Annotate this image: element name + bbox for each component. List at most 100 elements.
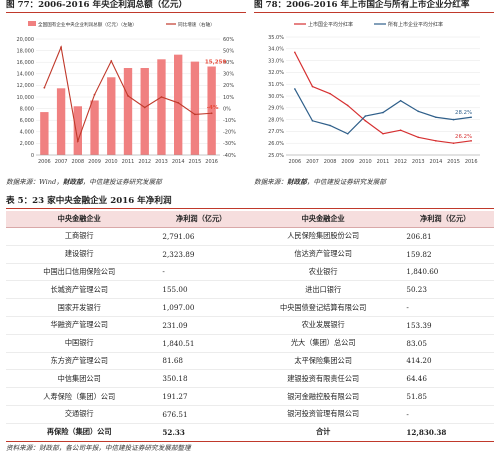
figure-77-source-label: 数据来源： — [6, 178, 39, 186]
y-tick-right: 50% — [223, 48, 234, 54]
x-tick: 2011 — [377, 159, 390, 165]
profit-cell: 2,791.06 — [152, 227, 250, 246]
all-line-point — [417, 110, 420, 113]
x-tick: 2010 — [359, 159, 372, 165]
table-row: 中国银行 1,840.51 光大（集团）总公司 83.05 — [6, 334, 494, 353]
figure-78-source-label: 数据来源： — [254, 178, 287, 186]
x-tick: 2007 — [306, 159, 319, 165]
annotation-soe: 26.2% — [455, 134, 472, 140]
table-row: 人寿保险（集团）公司 191.27 银河金融控股有限公司 51.85 — [6, 387, 494, 406]
x-tick: 2012 — [394, 159, 407, 165]
table-5: 表 5：23 家中央金融企业 2016 年净利润 中央金融企业 净利润（亿元） … — [6, 196, 494, 453]
y-tick: 29.0% — [268, 106, 284, 112]
bar — [90, 100, 99, 155]
y-tick-left: 4,000 — [20, 130, 34, 136]
x-tick: 2011 — [122, 159, 135, 165]
profit-cell: 155.00 — [152, 280, 250, 300]
soe-line-point — [294, 51, 296, 54]
x-tick: 2014 — [172, 159, 185, 165]
soe-line-point — [435, 140, 437, 142]
table-row: 交通银行 676.51 银河投资管理有限公司 - — [6, 405, 494, 424]
chart77-legend: 全国国有企业中央企业利润总额（亿元）（左轴） 同比增速（右轴） — [28, 21, 215, 28]
table-row: 中信集团公司 350.18 建银投资有限责任公司 64.46 — [6, 369, 494, 389]
x-tick: 2009 — [341, 159, 354, 165]
company-cell: 东方资产管理公司 — [6, 352, 153, 371]
y-tick-left: 6,000 — [20, 118, 34, 124]
bar — [107, 77, 116, 155]
company-cell: 长城资产管理公司 — [6, 280, 153, 300]
y-tick: 25.0% — [268, 153, 284, 159]
company-cell: 人民保险集团股份公司 — [249, 227, 397, 246]
profit-cell: 2,323.89 — [152, 245, 250, 264]
y-tick-right: -40% — [223, 153, 236, 159]
x-tick: 2010 — [105, 159, 118, 165]
figure-78-title: 图 78：2006-2016 年上市国企与所有上市企业分红率 — [254, 0, 494, 13]
company-cell: 国家开发银行 — [6, 298, 153, 317]
figure-78-source-tail: ，中信建投证券研究发展部 — [306, 178, 386, 186]
company-cell: 建设银行 — [6, 245, 153, 264]
legend-label-growth: 同比增速（右轴） — [178, 21, 215, 28]
x-tick: 2012 — [138, 159, 151, 165]
profit-cell: 159.82 — [396, 245, 494, 264]
figure-77-source-bold: 财政部 — [62, 178, 83, 186]
company-cell: 建银投资有限责任公司 — [249, 369, 397, 389]
table-row: 长城资产管理公司 155.00 进出口银行 50.23 — [6, 280, 494, 300]
all-line — [294, 88, 472, 135]
figure-77-title: 图 77：2006-2016 年央企利润总额（亿元） — [6, 0, 246, 13]
y-tick: 31.0% — [268, 82, 284, 88]
bar — [40, 112, 49, 155]
figure-78: 图 78：2006-2016 年上市国企与所有上市企业分红率 上市国企平均分红率… — [254, 0, 494, 187]
bar — [190, 61, 200, 156]
y-tick-right: 30% — [223, 72, 234, 78]
y-tick-right: 60% — [223, 37, 234, 43]
figure-78-source-bold: 财政部 — [286, 178, 307, 186]
table-body: 工商银行 2,791.06 人民保险集团股份公司 206.81 建设银行 2,323.89… — [6, 227, 494, 442]
growth-point — [127, 94, 129, 97]
all-line-point — [364, 115, 367, 117]
profit-cell: - — [152, 263, 250, 282]
profit-cell: 1,840.60 — [396, 263, 494, 282]
soe-line-point — [382, 132, 384, 135]
y-tick-left: 8,000 — [20, 106, 34, 112]
company-cell: 中国银行 — [6, 334, 153, 353]
x-tick: 2015 — [447, 159, 460, 165]
growth-point — [160, 96, 163, 98]
y-tick-left: 0 — [31, 153, 34, 159]
legend-label-soe: 上市国企平均分红率 — [308, 21, 353, 28]
soe-line-point — [311, 85, 314, 88]
all-line-point — [346, 132, 349, 135]
y-tick-right: 40% — [223, 60, 234, 66]
company-cell: 农业银行 — [249, 263, 397, 282]
all-line-point — [452, 118, 455, 121]
company-cell: 信达资产管理公司 — [249, 245, 397, 264]
profit-table: 中央金融企业 净利润（亿元） 中央金融企业 净利润（亿元） 工商银行 2,791.… — [6, 211, 494, 442]
y-tick-right: 10% — [223, 95, 234, 101]
company-cell: 工商银行 — [6, 227, 153, 246]
profit-cell: 153.39 — [396, 316, 494, 335]
x-tick: 2013 — [155, 159, 168, 165]
bar — [56, 88, 66, 155]
soe-line-point — [399, 129, 402, 132]
soe-line-point — [364, 119, 367, 122]
x-tick: 2007 — [55, 159, 68, 165]
soe-line-point — [470, 140, 472, 142]
profit-chart: 全国国有企业中央企业利润总额（亿元）（左轴） 同比增速（右轴） 0 2,000 4,00… — [17, 21, 236, 165]
all-line-point — [311, 119, 314, 122]
growth-point — [60, 46, 62, 49]
bar — [207, 66, 216, 155]
annotation-all: 28.2% — [455, 110, 472, 116]
soe-line — [294, 52, 472, 144]
profit-cell: 64.46 — [396, 369, 494, 389]
all-line-point — [470, 116, 472, 119]
profit-cell: 231.09 — [152, 316, 250, 335]
y-tick: 32.0% — [268, 70, 284, 76]
y-tick-right: -30% — [223, 141, 236, 147]
y-tick-left: 2,000 — [20, 141, 34, 147]
y-tick-left: 20,000 — [17, 37, 35, 43]
y-tick: 35.0% — [268, 35, 284, 41]
soe-line-point — [346, 104, 349, 107]
bar — [73, 106, 82, 155]
company-cell: 银河投资管理有限公司 — [249, 405, 397, 424]
profit-cell: 12,830.38 — [396, 423, 494, 442]
table-row: 再保险（集团）公司 52.33 合计 12,830.38 — [6, 423, 494, 442]
